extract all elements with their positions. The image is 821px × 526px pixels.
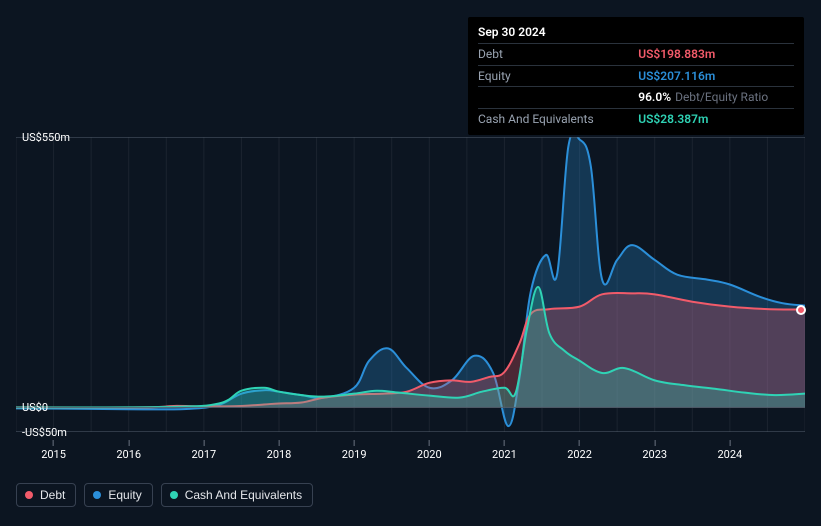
legend: Debt Equity Cash And Equivalents <box>16 483 313 507</box>
legend-label: Debt <box>40 488 65 502</box>
x-axis-tick-label: 2017 <box>191 440 216 461</box>
chart-tooltip: Sep 30 2024 DebtUS$198.883mEquityUS$207.… <box>468 17 804 135</box>
x-axis-tick-label: 2022 <box>567 440 592 461</box>
tooltip-row-label: Cash And Equivalents <box>478 108 638 129</box>
tooltip-date: Sep 30 2024 <box>478 23 794 43</box>
tooltip-row-value: 96.0%Debt/Equity Ratio <box>638 87 794 108</box>
x-axis-tick-label: 2023 <box>642 440 667 461</box>
highlight-marker <box>796 305 806 315</box>
legend-swatch-icon <box>25 491 33 499</box>
legend-label: Equity <box>108 488 141 502</box>
legend-item[interactable]: Debt <box>16 483 76 507</box>
tooltip-row-label: Equity <box>478 65 638 86</box>
x-axis-tick-label: 2018 <box>267 440 292 461</box>
x-axis-tick-label: 2016 <box>116 440 141 461</box>
tooltip-row-label: Debt <box>478 44 638 65</box>
chart-svg <box>16 137 805 432</box>
tooltip-row-value: US$28.387m <box>638 108 794 129</box>
x-axis-tick-label: 2024 <box>717 440 742 461</box>
x-axis-tick-label: 2021 <box>492 440 517 461</box>
x-axis-tick-label: 2015 <box>41 440 66 461</box>
tooltip-row-value: US$198.883m <box>638 44 794 65</box>
legend-swatch-icon <box>93 491 101 499</box>
tooltip-row-value: US$207.116m <box>638 65 794 86</box>
y-axis-tick-label: US$550m <box>22 131 70 144</box>
legend-swatch-icon <box>170 491 178 499</box>
x-axis-tick-label: 2020 <box>417 440 442 461</box>
legend-item[interactable]: Cash And Equivalents <box>161 483 313 507</box>
chart-area <box>16 137 805 432</box>
tooltip-row-label <box>478 87 638 108</box>
y-axis-tick-label: US$0 <box>22 401 48 414</box>
x-axis-tick-label: 2019 <box>342 440 367 461</box>
legend-label: Cash And Equivalents <box>185 488 302 502</box>
legend-item[interactable]: Equity <box>84 483 152 507</box>
y-axis-tick-label: -US$50m <box>22 426 67 439</box>
tooltip-table: DebtUS$198.883mEquityUS$207.116m96.0%Deb… <box>478 43 794 129</box>
